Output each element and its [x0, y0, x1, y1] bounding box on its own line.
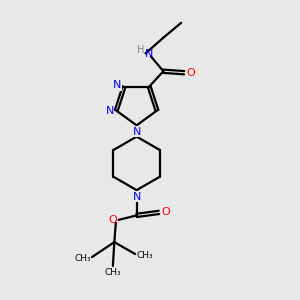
Text: CH₃: CH₃ [74, 254, 91, 263]
Text: N: N [145, 49, 154, 59]
Text: N: N [106, 106, 114, 116]
Text: H: H [136, 45, 144, 56]
Text: N: N [132, 192, 141, 202]
Text: O: O [161, 207, 170, 218]
Text: N: N [113, 80, 122, 90]
Text: CH₃: CH₃ [104, 268, 121, 277]
Text: O: O [186, 68, 195, 78]
Text: O: O [108, 215, 117, 225]
Text: CH₃: CH₃ [136, 251, 153, 260]
Text: N: N [132, 127, 141, 137]
